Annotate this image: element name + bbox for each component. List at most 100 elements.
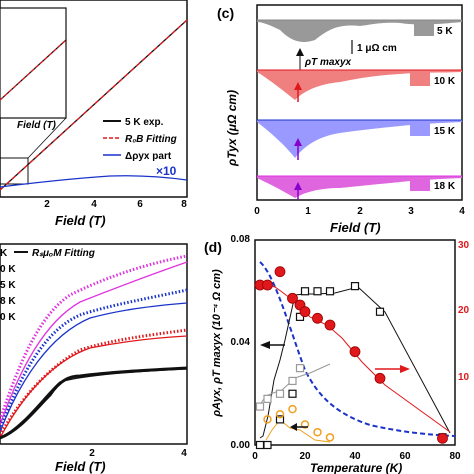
d-black-square	[325, 287, 335, 296]
c-letter: (c)	[217, 5, 234, 21]
panel-d-frame	[254, 239, 456, 446]
d-ytick-r-30: 30	[458, 240, 470, 251]
arrowhead-10k	[294, 82, 302, 90]
d-letter: (d)	[204, 239, 222, 255]
temp-18k: 18 K	[434, 181, 456, 192]
panel-c-frame	[256, 4, 463, 201]
temp-label-2: 5 K	[0, 280, 16, 291]
d-right-arrowhead	[400, 365, 410, 373]
temp-label-3: 8 K	[0, 296, 16, 307]
max-label: ρT maxyx	[304, 57, 352, 68]
legend-title: K	[0, 248, 8, 259]
d-orange-marker	[263, 415, 272, 424]
d-black-square	[350, 282, 360, 291]
a-xlabel: Field (T)	[55, 213, 106, 228]
d-ytick-004: 0.04	[231, 337, 251, 348]
d-black-square	[375, 307, 385, 316]
c-xtick-1: 1	[305, 206, 311, 217]
temp-5k: 5 K	[437, 26, 453, 37]
d-gray-square	[295, 364, 305, 373]
d-ylabel-left: ρAyx, ρT maxyx (10⁻⁴ Ω cm)	[211, 269, 223, 418]
d-xtick-60: 60	[399, 451, 411, 462]
d-orange-marker	[313, 427, 322, 437]
d-gray-square	[263, 394, 272, 403]
d-black-square	[263, 440, 272, 450]
d-dashed-fit	[259, 261, 456, 437]
area-10k	[257, 70, 462, 100]
d-black-square	[313, 287, 322, 296]
d-red-circle	[274, 266, 286, 278]
temp-15k: 15 K	[434, 126, 456, 137]
inset-fit-line	[0, 39, 67, 101]
d-gray-square	[275, 389, 285, 398]
zoom-box	[0, 157, 29, 185]
d-orange-marker	[275, 410, 285, 419]
area-5k	[257, 20, 462, 42]
d-black-square	[300, 287, 310, 296]
curve-black-data	[0, 366, 188, 440]
c-ylabel: ρTyx (μΩ cm)	[225, 90, 239, 167]
label-bg-10k	[410, 72, 430, 86]
d-left-arrowhead	[260, 341, 270, 349]
arrowhead-15k	[294, 138, 302, 146]
curve-magenta-data	[0, 254, 188, 421]
d-red-line	[266, 284, 451, 433]
d-red-circle	[349, 346, 361, 358]
c-xtick-0: 0	[254, 206, 260, 217]
arrowhead-18k	[294, 182, 302, 190]
d-orange-line	[265, 419, 331, 443]
panel-b-frame	[0, 243, 188, 445]
arrowhead-5k	[296, 48, 304, 56]
label-bg-15k	[410, 122, 430, 136]
legend-exp-label: 5 K exp.	[125, 117, 164, 128]
a-xtick-2: 2	[44, 199, 50, 210]
d-red-circle	[262, 279, 273, 291]
legend-fit-label-b: RₛμₒM Fitting	[32, 248, 95, 259]
inset-xlabel: Field (T)	[17, 120, 57, 131]
temp-label-1: 0 K	[0, 264, 16, 275]
d-markers	[254, 266, 448, 450]
temp-10k: 10 K	[434, 76, 456, 87]
panel-c: (c) ρTyx (μΩ cm) 5 K 1 μΩ cm ρT maxyx 10…	[217, 4, 465, 235]
d-gray-square	[288, 376, 297, 386]
b-xlabel: Field (T)	[55, 459, 106, 474]
legend-fit-label: R₀B Fitting	[125, 134, 177, 145]
label-bg-18k	[410, 177, 430, 191]
panel-d: (d) ρAyx, ρT maxyx (10⁻⁴ Ω cm) 0.08 0.04…	[204, 234, 470, 474]
area-15k	[257, 120, 462, 158]
a-xtick-6: 6	[137, 199, 143, 210]
curve-black-fit	[0, 368, 188, 439]
d-xtick-0: 0	[252, 451, 258, 462]
d-orange-marker	[300, 420, 310, 429]
scale-bar-label: 1 μΩ cm	[357, 43, 397, 54]
d-red-circle	[437, 432, 448, 444]
d-small-left-arrowhead	[290, 423, 297, 431]
temp-label-4: 0 K	[0, 312, 16, 323]
d-xtick-80: 80	[449, 451, 461, 462]
b-xtick-2: 2	[89, 448, 95, 459]
panel-a: Field (T) 5 K exp. R₀B Fitting Δρyx part…	[0, 0, 188, 228]
fit-line	[0, 19, 188, 191]
c-xlabel: Field (T)	[330, 220, 381, 235]
curve-blue-fit	[0, 302, 188, 433]
d-ytick-r-20: 20	[458, 305, 470, 316]
zoom-connector	[27, 117, 67, 159]
d-black-square	[255, 440, 265, 450]
d-gray-square	[255, 402, 265, 411]
d-black-square	[275, 415, 285, 424]
d-ytick-r-10: 10	[458, 372, 470, 383]
d-ytick-008: 0.08	[231, 234, 251, 245]
d-red-circle	[312, 312, 323, 324]
d-red-circle	[287, 292, 298, 304]
b-xtick-4: 4	[181, 448, 187, 459]
c-xtick-3: 3	[408, 206, 414, 217]
legend-delta-label: Δρyx part	[125, 151, 172, 162]
curve-red-fit	[0, 335, 188, 439]
panel-a-frame	[0, 0, 188, 198]
d-xtick-20: 20	[299, 451, 311, 462]
d-xlabel: Temperature (K)	[310, 461, 402, 474]
c-xtick-2: 2	[357, 206, 363, 217]
panel-b: K RₛμₒM Fitting 0 K 5 K 8 K 0 K 2 4 Fiel…	[0, 243, 188, 474]
d-xtick-40: 40	[349, 451, 361, 462]
